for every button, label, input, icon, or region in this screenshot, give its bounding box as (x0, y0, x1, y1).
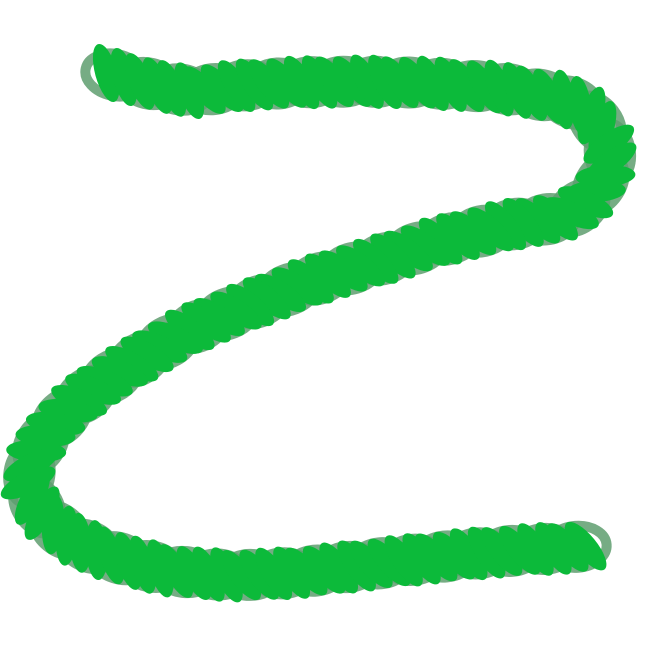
chain-link-front (564, 521, 607, 571)
chain-link-front (583, 124, 635, 164)
chain-link-front (283, 55, 320, 110)
chain-link-front (304, 253, 351, 298)
chain-link-front (557, 186, 614, 219)
chain-link-front (120, 336, 174, 373)
chain-link-front (384, 535, 423, 587)
chain-link-front (181, 302, 231, 343)
chain-link-front (318, 250, 368, 292)
chain-link-front (546, 523, 589, 572)
chain-link-front (273, 546, 311, 599)
chain-link-front (481, 527, 523, 576)
chain-link-front (235, 58, 274, 111)
chain-link-front (92, 43, 120, 103)
chain-link-front (266, 58, 307, 108)
chain-link-front (515, 65, 548, 121)
chain-link-front (337, 540, 376, 592)
chain-link-front (105, 346, 159, 382)
chain-link-front (370, 233, 416, 279)
chain-link-front (146, 539, 174, 598)
chain-link-front (577, 86, 606, 145)
chain-link-front (147, 321, 203, 354)
chain-link-front (287, 259, 334, 304)
chain-link-front (76, 365, 133, 397)
chain-link-front (350, 54, 384, 109)
chain-link-front (499, 525, 541, 575)
chain-link-front (165, 309, 215, 351)
chain-link-front (449, 528, 488, 581)
chain-link-front (535, 522, 572, 575)
chain-link-front (248, 59, 290, 109)
chain-link-front (302, 545, 346, 594)
chain-link-front (502, 62, 532, 119)
chain-link-front (158, 544, 194, 598)
chain-link-front (416, 55, 449, 111)
chain-link-front (449, 211, 497, 256)
chain-link-front (336, 245, 385, 287)
chain-link-front (402, 533, 441, 585)
chain-link-front (515, 198, 561, 244)
chain-link-front (226, 283, 275, 327)
chain-link-front (176, 546, 212, 601)
chain-link-front (484, 201, 527, 251)
chain-link-front (467, 207, 514, 252)
chain-link-front (532, 195, 579, 241)
chain-link-front (352, 238, 399, 284)
chain-link-front (156, 60, 187, 117)
chain-link-front (193, 298, 245, 336)
chain-link-front (239, 549, 280, 600)
chain-front-links (0, 43, 637, 603)
chain-link-front (192, 546, 225, 602)
chain-link-front (436, 213, 480, 260)
chain-link-front (314, 56, 354, 107)
chain-link-front (51, 384, 108, 417)
chain-link-front (368, 54, 402, 110)
chain-link-front (383, 230, 433, 272)
chain-link-front (174, 62, 205, 120)
chain-link-front (254, 273, 307, 312)
chain-link-front (200, 64, 244, 112)
chain-link-front (448, 59, 485, 112)
chain-link-front (242, 277, 291, 320)
chain-link-front (97, 526, 125, 585)
chain-link-front (434, 56, 467, 112)
chain-link-front (284, 547, 328, 596)
chain-link-front (414, 533, 458, 582)
chain-link-front (271, 267, 323, 306)
chain-link-front (319, 542, 359, 594)
chain-link-front (91, 356, 148, 387)
chain-link-front (400, 225, 451, 266)
chain-link-front (221, 550, 262, 601)
chain-link-front (418, 217, 463, 265)
chain-link-front (65, 373, 122, 405)
chain-link-front (502, 197, 544, 247)
chain-link-front (432, 531, 476, 580)
chain-link-front (255, 547, 293, 601)
chain-link-front (467, 526, 506, 579)
chain-link-front (217, 60, 256, 112)
chain-link-front (68, 512, 92, 573)
chain-link-front (14, 471, 50, 525)
chain-link-front (484, 59, 514, 117)
chain-link-front (182, 66, 226, 114)
chain-link-front (517, 523, 554, 576)
chain-link-front (551, 69, 575, 130)
chain-link-front (349, 540, 393, 588)
chain-link-front (301, 55, 338, 109)
chain-link-front (210, 291, 262, 330)
chain-link-front (3, 448, 59, 482)
chain-link-front (210, 547, 243, 603)
chain-link-front (132, 330, 188, 363)
chain-link-front (124, 53, 155, 110)
chain-link-front (380, 56, 419, 108)
chain-link-front (129, 535, 156, 594)
chain-link-front (110, 47, 138, 107)
chain-link-front (367, 538, 411, 587)
